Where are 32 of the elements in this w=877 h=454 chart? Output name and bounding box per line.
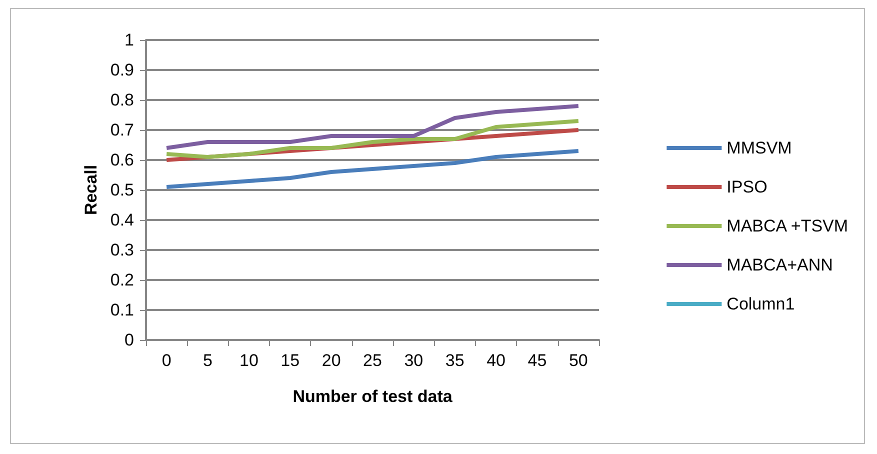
x-tick-label: 30: [404, 351, 424, 370]
y-tick-label: 0.3: [110, 240, 134, 260]
line-series: [164, 104, 580, 150]
x-tick-label: 35: [445, 351, 464, 370]
y-tick-label: 0: [124, 330, 134, 350]
y-tick-label: 0.6: [110, 150, 134, 170]
x-tick-label: 40: [486, 351, 506, 370]
x-tick-label: 50: [568, 351, 588, 370]
x-tick-label: 0: [162, 351, 172, 370]
y-tick-label: 1: [124, 30, 134, 50]
x-tick-label: 5: [203, 351, 213, 370]
y-tick-label: 0.5: [110, 180, 134, 200]
x-tick-label: 10: [239, 351, 258, 370]
legend-label: MMSVM: [726, 138, 792, 158]
x-tick-label: 20: [322, 351, 341, 370]
x-tick-label: 25: [363, 351, 382, 370]
x-axis-title: Number of test data: [292, 387, 453, 406]
y-tick-label: 0.1: [110, 300, 134, 320]
y-tick-label: 0.4: [110, 210, 134, 230]
line-series: [164, 119, 580, 159]
y-tick-label: 0.9: [110, 60, 134, 80]
legend-label: IPSO: [726, 178, 768, 196]
legend-label: MABCA +TSVM: [726, 216, 848, 236]
x-tick-label: 45: [528, 351, 547, 370]
legend-label: Column1: [726, 294, 795, 314]
legend-label: MABCA+ANN: [726, 256, 833, 274]
y-tick-label: 0.8: [110, 90, 134, 110]
line-series: [164, 149, 580, 189]
y-tick-label: 0.7: [110, 120, 134, 140]
y-tick-label: 0.2: [110, 270, 134, 290]
y-axis-title: Recall: [81, 164, 100, 216]
x-tick-label: 15: [280, 351, 300, 370]
